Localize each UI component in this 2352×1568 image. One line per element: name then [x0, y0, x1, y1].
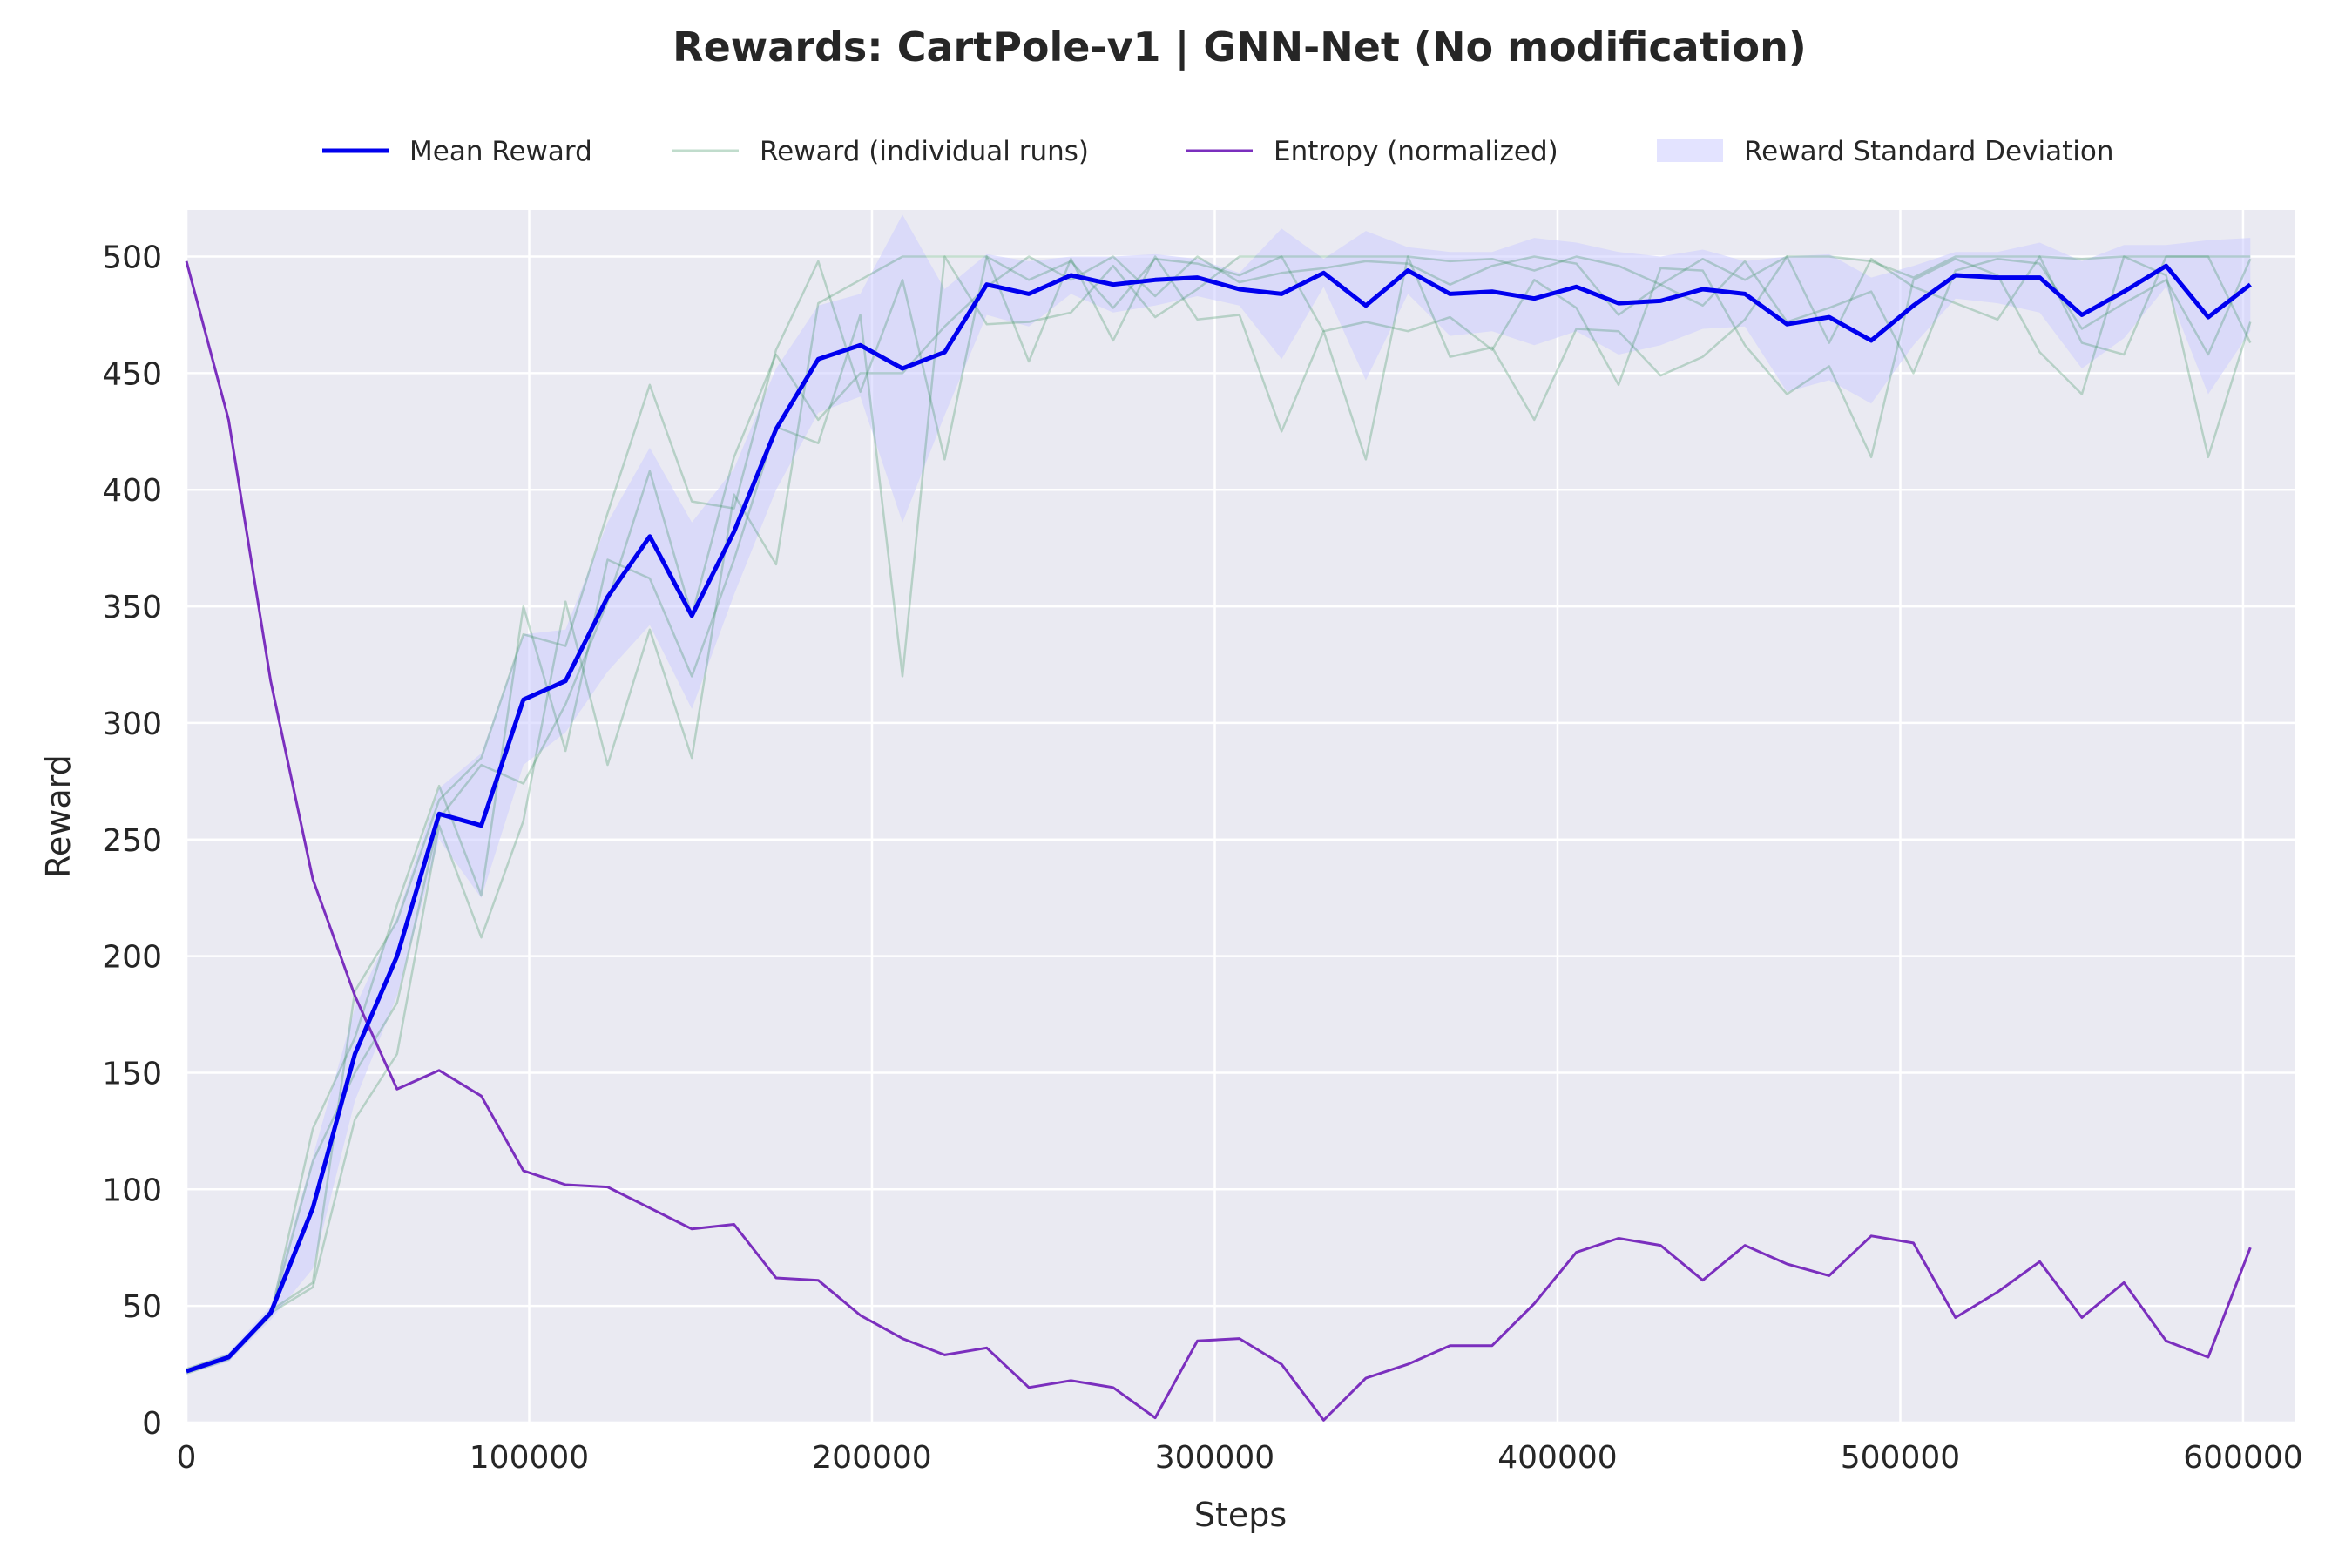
x-axis-label: Steps [1194, 1496, 1287, 1534]
y-tick-labels: 0 50 100 150 200 250 300 350 400 450 500 [102, 240, 162, 1442]
x-tick-label: 600000 [2183, 1440, 2302, 1476]
individual-run-line [186, 255, 2252, 1370]
x-tick-label: 500000 [1841, 1440, 1960, 1476]
chart-title: Rewards: CartPole-v1 | GNN-Net (No modif… [672, 24, 1807, 71]
y-tick-label: 50 [122, 1289, 162, 1325]
y-tick-label: 500 [102, 240, 162, 276]
y-tick-label: 0 [142, 1406, 162, 1442]
y-tick-label: 450 [102, 356, 162, 392]
y-tick-label: 350 [102, 590, 162, 625]
legend-label-individual-runs: Reward (individual runs) [760, 136, 1089, 167]
entropy-layer [185, 260, 2252, 1422]
x-tick-label: 200000 [812, 1440, 931, 1476]
entropy-line [185, 260, 2252, 1422]
plot-area [186, 210, 2295, 1423]
y-tick-label: 150 [102, 1056, 162, 1092]
x-tick-label: 0 [177, 1440, 197, 1476]
x-tick-label: 100000 [470, 1440, 589, 1476]
individual-run-line [186, 255, 2252, 1373]
y-tick-label: 100 [102, 1173, 162, 1208]
individual-run-line [186, 255, 2251, 1375]
y-tick-label: 300 [102, 706, 162, 742]
x-tick-labels: 0 100000 200000 300000 400000 500000 600000 [177, 1440, 2303, 1476]
legend: Mean Reward Reward (individual runs) Ent… [322, 136, 2113, 167]
individual-runs-layer [186, 255, 2252, 1375]
y-tick-label: 400 [102, 473, 162, 509]
mean-reward-line [186, 263, 2252, 1374]
x-tick-label: 400000 [1497, 1440, 1617, 1476]
legend-label-std-dev: Reward Standard Deviation [1744, 136, 2113, 167]
legend-label-entropy: Entropy (normalized) [1274, 136, 1558, 167]
legend-swatch-std-dev [1657, 139, 1723, 162]
y-tick-label: 200 [102, 940, 162, 976]
legend-label-mean-reward: Mean Reward [409, 136, 592, 167]
y-axis-label: Reward [39, 754, 78, 878]
y-tick-label: 250 [102, 823, 162, 859]
mean-reward-layer [186, 263, 2252, 1374]
x-tick-label: 300000 [1155, 1440, 1274, 1476]
